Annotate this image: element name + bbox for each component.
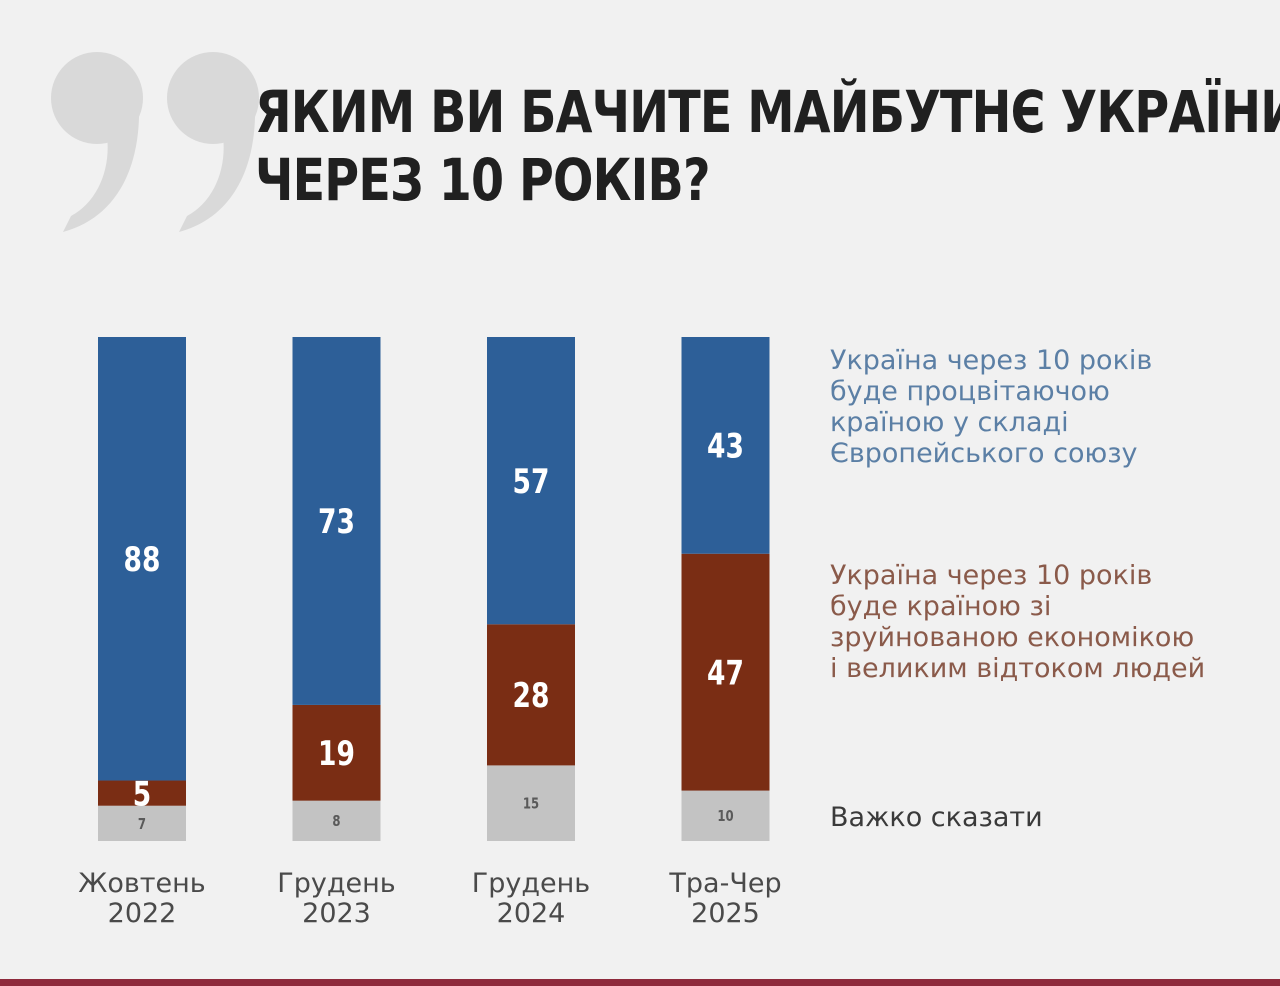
data-label-red-3: 28 xyxy=(513,677,550,716)
data-label-gray-3: 15 xyxy=(523,796,539,813)
data-label-blue-3: 57 xyxy=(513,463,550,502)
data-label-red-2: 19 xyxy=(318,735,355,774)
bar-segment-gray-4 xyxy=(681,790,770,841)
legend-line: буде процвітаючою xyxy=(830,376,1110,407)
legend-line: Європейського союзу xyxy=(830,438,1138,469)
bar-segment-gray-3 xyxy=(487,765,575,841)
bar-segment-blue-4 xyxy=(681,337,770,554)
data-label-gray-4: 10 xyxy=(717,809,733,826)
data-label-red-4: 47 xyxy=(707,654,744,693)
legend-line: Важко сказати xyxy=(830,802,1043,833)
bar-segment-gray-1 xyxy=(98,805,186,841)
x-tick-label-4-line-2: 2025 xyxy=(691,898,760,929)
data-label-gray-2: 8 xyxy=(332,814,340,831)
bar-segment-red-1 xyxy=(98,780,186,806)
x-tick-label-4-line-1: Тра-Чер xyxy=(668,868,781,899)
x-tick-label-3-line-2: 2024 xyxy=(497,898,566,929)
legend-item-hard-to-say: Важко сказати xyxy=(830,802,1270,833)
legend-item-prosperous-eu: Україна через 10 років буде процвітаючою… xyxy=(830,345,1270,469)
legend-line: Україна через 10 років xyxy=(830,560,1153,591)
legend-line: буде країною зі xyxy=(830,591,1052,622)
bottom-accent-line xyxy=(0,979,1280,986)
legend-line: зруйнованою економікою xyxy=(830,622,1195,653)
bar-segment-red-4 xyxy=(681,553,770,791)
x-tick-label-2-line-1: Грудень xyxy=(277,868,395,899)
bar-segment-blue-2 xyxy=(292,337,381,705)
x-tick-label-2-line-2: 2023 xyxy=(302,898,371,929)
legend-item-ruined-economy: Україна через 10 років буде країною зі з… xyxy=(830,560,1270,684)
data-label-blue-4: 43 xyxy=(707,427,744,466)
bar-segment-red-3 xyxy=(487,624,575,766)
legend-line: і великим відтоком людей xyxy=(830,653,1206,684)
data-label-blue-1: 88 xyxy=(124,541,161,580)
legend-line: країною у складі xyxy=(830,407,1069,438)
quote-mark-icon xyxy=(51,52,259,232)
data-label-gray-1: 7 xyxy=(138,816,146,833)
legend-line: Україна через 10 років xyxy=(830,345,1153,376)
data-label-red-1: 5 xyxy=(133,775,151,814)
data-label-blue-2: 73 xyxy=(318,503,355,542)
bar-segment-red-2 xyxy=(292,704,381,801)
x-tick-label-3-line-1: Грудень xyxy=(472,868,590,899)
x-tick-label-1-line-1: Жовтень xyxy=(78,868,205,899)
bar-segment-gray-2 xyxy=(292,800,381,841)
chart-title-line-2: ЧЕРЕЗ 10 РОКІВ? xyxy=(255,146,711,214)
x-tick-label-1-line-2: 2022 xyxy=(108,898,177,929)
bar-segment-blue-3 xyxy=(487,337,575,625)
bar-segment-blue-1 xyxy=(98,337,186,781)
